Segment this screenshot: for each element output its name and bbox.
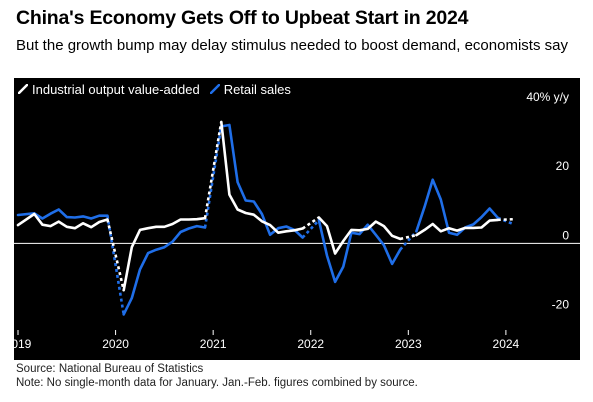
legend-label-industrial: Industrial output value-added xyxy=(32,81,200,97)
legend-label-retail: Retail sales xyxy=(223,81,291,97)
series-dotted-retail-1 xyxy=(203,126,223,228)
chart-subtitle: But the growth bump may delay stimulus n… xyxy=(16,37,568,54)
chart-title: China's Economy Gets Off to Upbeat Start… xyxy=(16,7,469,29)
series-dotted-industrial-3 xyxy=(399,233,417,241)
series-line-industrial xyxy=(18,122,514,290)
series-dotted-industrial-1 xyxy=(203,121,223,219)
legend-item-industrial: Industrial output value-added xyxy=(18,82,200,97)
series-line-retail xyxy=(18,125,514,314)
footer: Source: National Bureau of Statistics No… xyxy=(16,363,418,390)
y-tick-label-40: 40% y/y xyxy=(526,90,569,104)
legend: Industrial output value-added Retail sal… xyxy=(14,78,291,100)
legend-swatch-retail-icon xyxy=(209,84,220,94)
x-tick-label-2021: 2021 xyxy=(200,337,227,351)
legend-item-retail: Retail sales xyxy=(209,81,291,97)
x-tick-label-2023: 2023 xyxy=(395,337,422,351)
series-dotted-retail-0 xyxy=(106,215,125,315)
x-tick-label-2022: 2022 xyxy=(297,337,324,351)
x-tick-label-2024: 2024 xyxy=(493,337,520,351)
data-note: Note: No single-month data for January. … xyxy=(16,376,418,389)
x-tick-label-2019: 2019 xyxy=(14,337,32,351)
y-tick-label--20: -20 xyxy=(552,298,570,312)
source-note: Source: National Bureau of Statistics xyxy=(16,363,204,375)
series-dotted-retail-2 xyxy=(301,219,320,239)
series-dotted-industrial-0 xyxy=(106,219,125,291)
x-tick-label-2020: 2020 xyxy=(102,337,129,351)
series-dotted-retail-3 xyxy=(399,230,418,251)
y-tick-label-20: 20 xyxy=(556,159,570,173)
y-tick-label-0: 0 xyxy=(562,228,569,242)
line-chart: 2019 2020 2021 2022 2023 2024 -20 0 20 40% y/y xyxy=(14,90,580,351)
series-dotted-industrial-4 xyxy=(497,217,515,222)
chart-panel: 2019 2020 2021 2022 2023 2024 -20 0 20 40% y/y In… xyxy=(14,78,580,360)
legend-swatch-industrial-icon xyxy=(18,84,28,94)
